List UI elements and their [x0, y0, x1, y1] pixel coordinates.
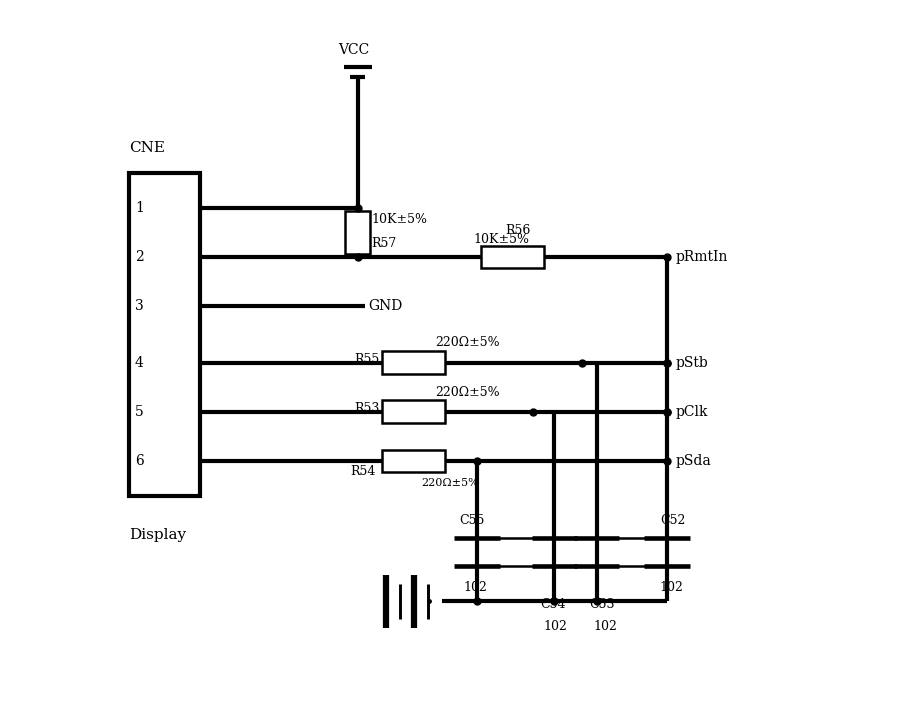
Text: 102: 102 — [659, 581, 683, 594]
Text: Display: Display — [129, 528, 186, 542]
Text: 6: 6 — [135, 454, 143, 468]
Bar — [382, 351, 445, 374]
Text: 220Ω±5%: 220Ω±5% — [435, 336, 499, 349]
Text: C53: C53 — [589, 599, 614, 611]
Text: R54: R54 — [350, 465, 375, 478]
Text: C54: C54 — [539, 599, 565, 611]
Text: 5: 5 — [135, 405, 143, 419]
Text: 10K±5%: 10K±5% — [372, 213, 427, 226]
Text: 220Ω±5%: 220Ω±5% — [420, 479, 478, 488]
Bar — [129, 173, 200, 496]
Text: 102: 102 — [463, 581, 486, 594]
Text: CNE: CNE — [129, 141, 165, 155]
Bar — [480, 246, 543, 268]
Text: VCC: VCC — [338, 43, 369, 57]
Text: 2: 2 — [135, 250, 143, 264]
Text: pClk: pClk — [674, 405, 707, 419]
Text: C55: C55 — [459, 514, 485, 527]
Text: 102: 102 — [592, 619, 616, 633]
Bar — [345, 211, 370, 254]
Text: pRmtIn: pRmtIn — [674, 250, 727, 264]
Text: 3: 3 — [135, 299, 143, 314]
Text: 1: 1 — [135, 201, 144, 215]
Text: 10K±5%: 10K±5% — [473, 233, 529, 246]
Text: 220Ω±5%: 220Ω±5% — [435, 385, 499, 399]
Text: pStb: pStb — [674, 356, 707, 370]
Text: pSda: pSda — [674, 454, 711, 468]
Text: R53: R53 — [353, 402, 379, 415]
Text: R55: R55 — [353, 353, 379, 365]
Text: GND: GND — [368, 299, 402, 314]
Text: 102: 102 — [543, 619, 567, 633]
Text: 4: 4 — [135, 356, 144, 370]
Text: C52: C52 — [659, 514, 684, 527]
Bar — [382, 449, 445, 472]
Bar — [382, 400, 445, 423]
Text: R56: R56 — [505, 224, 530, 237]
Text: R57: R57 — [372, 237, 396, 250]
